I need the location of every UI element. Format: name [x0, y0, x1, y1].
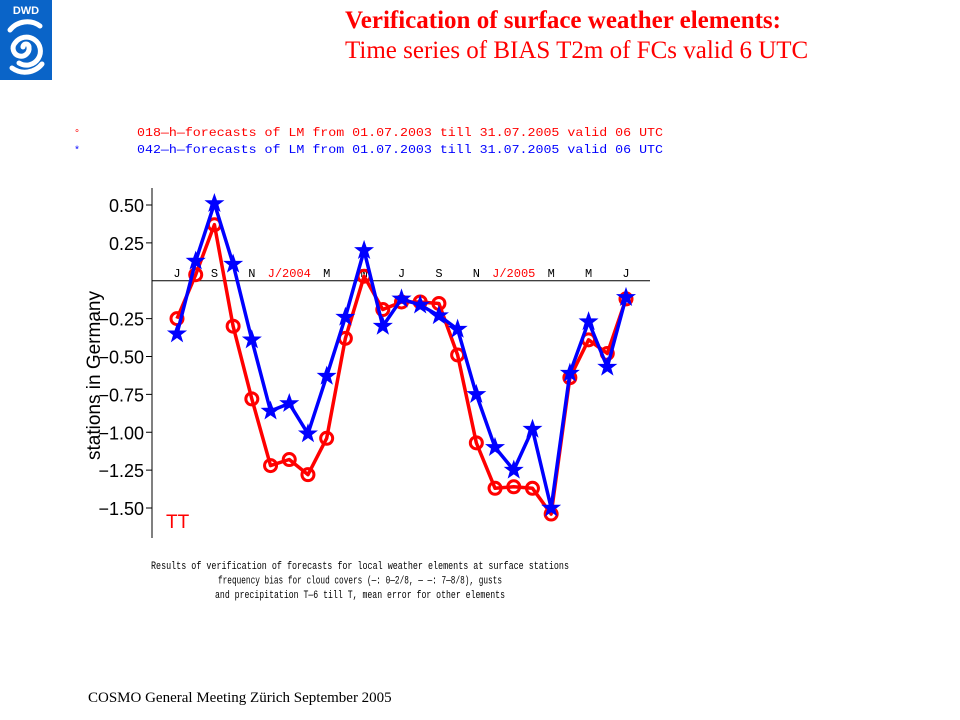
month-label: J: [173, 267, 180, 281]
page-title: Verification of surface weather elements…: [345, 7, 781, 34]
data-point-042h: [522, 418, 543, 438]
y-tick-label: −1.50: [98, 499, 144, 519]
data-point-042h: [372, 315, 393, 335]
y-tick-label: −1.00: [98, 423, 144, 443]
month-label: M: [585, 267, 592, 281]
data-point-018h: [300, 467, 316, 483]
data-point-042h: [185, 250, 206, 270]
dwd-logo: DWD: [0, 0, 52, 80]
data-point-018h: [281, 452, 297, 468]
data-point-042h: [279, 392, 300, 412]
data-point-042h: [503, 459, 524, 479]
data-point-042h: [485, 436, 506, 456]
y-tick-label: −1.25: [98, 461, 144, 481]
month-label: M: [360, 267, 367, 281]
month-label: J/2005: [492, 267, 535, 281]
data-point-018h: [225, 318, 241, 334]
data-point-042h: [391, 288, 412, 308]
data-point-018h: [487, 480, 503, 496]
swirl-icon: [7, 19, 45, 75]
legend-entry: 018—h—forecasts of LM from 01.07.2003 ti…: [137, 126, 663, 140]
month-label: S: [211, 267, 218, 281]
month-label: N: [248, 267, 255, 281]
data-point-042h: [223, 253, 244, 273]
data-point-042h: [260, 400, 281, 420]
data-point-018h: [506, 479, 522, 495]
month-label: J/2004: [268, 267, 311, 281]
legend-marker: *: [74, 145, 80, 157]
month-label: M: [548, 267, 555, 281]
data-point-042h: [166, 323, 188, 343]
data-point-042h: [316, 365, 337, 385]
page-subtitle: Time series of BIAS T2m of FCs valid 6 U…: [345, 37, 809, 64]
y-tick-label: −0.75: [98, 385, 144, 405]
month-label: J: [622, 267, 629, 281]
data-point-018h: [319, 430, 335, 446]
data-point-042h: [447, 318, 468, 338]
month-label: S: [435, 267, 442, 281]
data-point-042h: [615, 286, 637, 306]
data-point-042h: [541, 497, 562, 517]
data-point-042h: [354, 239, 375, 259]
data-point-018h: [375, 302, 391, 318]
data-point-042h: [466, 383, 487, 403]
series-line-042h: [175, 201, 628, 510]
header: Verification of surface weather elements…: [345, 6, 808, 66]
chart-caption: frequency bias for cloud covers (—: 0—2/…: [218, 576, 502, 588]
element-label: TT: [166, 512, 190, 533]
data-point-018h: [188, 267, 204, 283]
data-point-042h: [597, 356, 618, 376]
y-axis-label: stations in Germany: [84, 291, 105, 460]
y-tick-label: 0.50: [109, 196, 144, 216]
data-point-018h: [244, 391, 260, 407]
data-point-018h: [263, 458, 279, 474]
dwd-logo-text: DWD: [13, 5, 39, 17]
data-point-042h: [410, 294, 431, 314]
chart-caption: and precipitation T—6 till T, mean error…: [215, 590, 505, 602]
month-label: J: [398, 267, 405, 281]
chart-caption: Results of verification of forecasts for…: [151, 561, 569, 573]
data-point-018h: [524, 480, 540, 496]
footer-text: COSMO General Meeting Zürich September 2…: [88, 690, 392, 706]
y-tick-label: −0.50: [98, 348, 144, 368]
data-point-042h: [428, 305, 449, 325]
data-point-042h: [559, 362, 580, 382]
month-label: N: [473, 267, 480, 281]
y-tick-label: −0.25: [98, 310, 144, 330]
y-tick-label: 0.25: [109, 234, 144, 254]
data-point-018h: [468, 435, 484, 451]
data-point-042h: [204, 192, 225, 213]
data-point-042h: [578, 311, 599, 331]
data-point-042h: [297, 423, 318, 443]
legend-entry: 042—h—forecasts of LM from 01.07.2003 ti…: [137, 143, 663, 157]
data-point-042h: [335, 306, 356, 326]
month-label: M: [323, 267, 330, 281]
data-point-042h: [241, 329, 262, 349]
legend-marker: °: [74, 128, 80, 140]
